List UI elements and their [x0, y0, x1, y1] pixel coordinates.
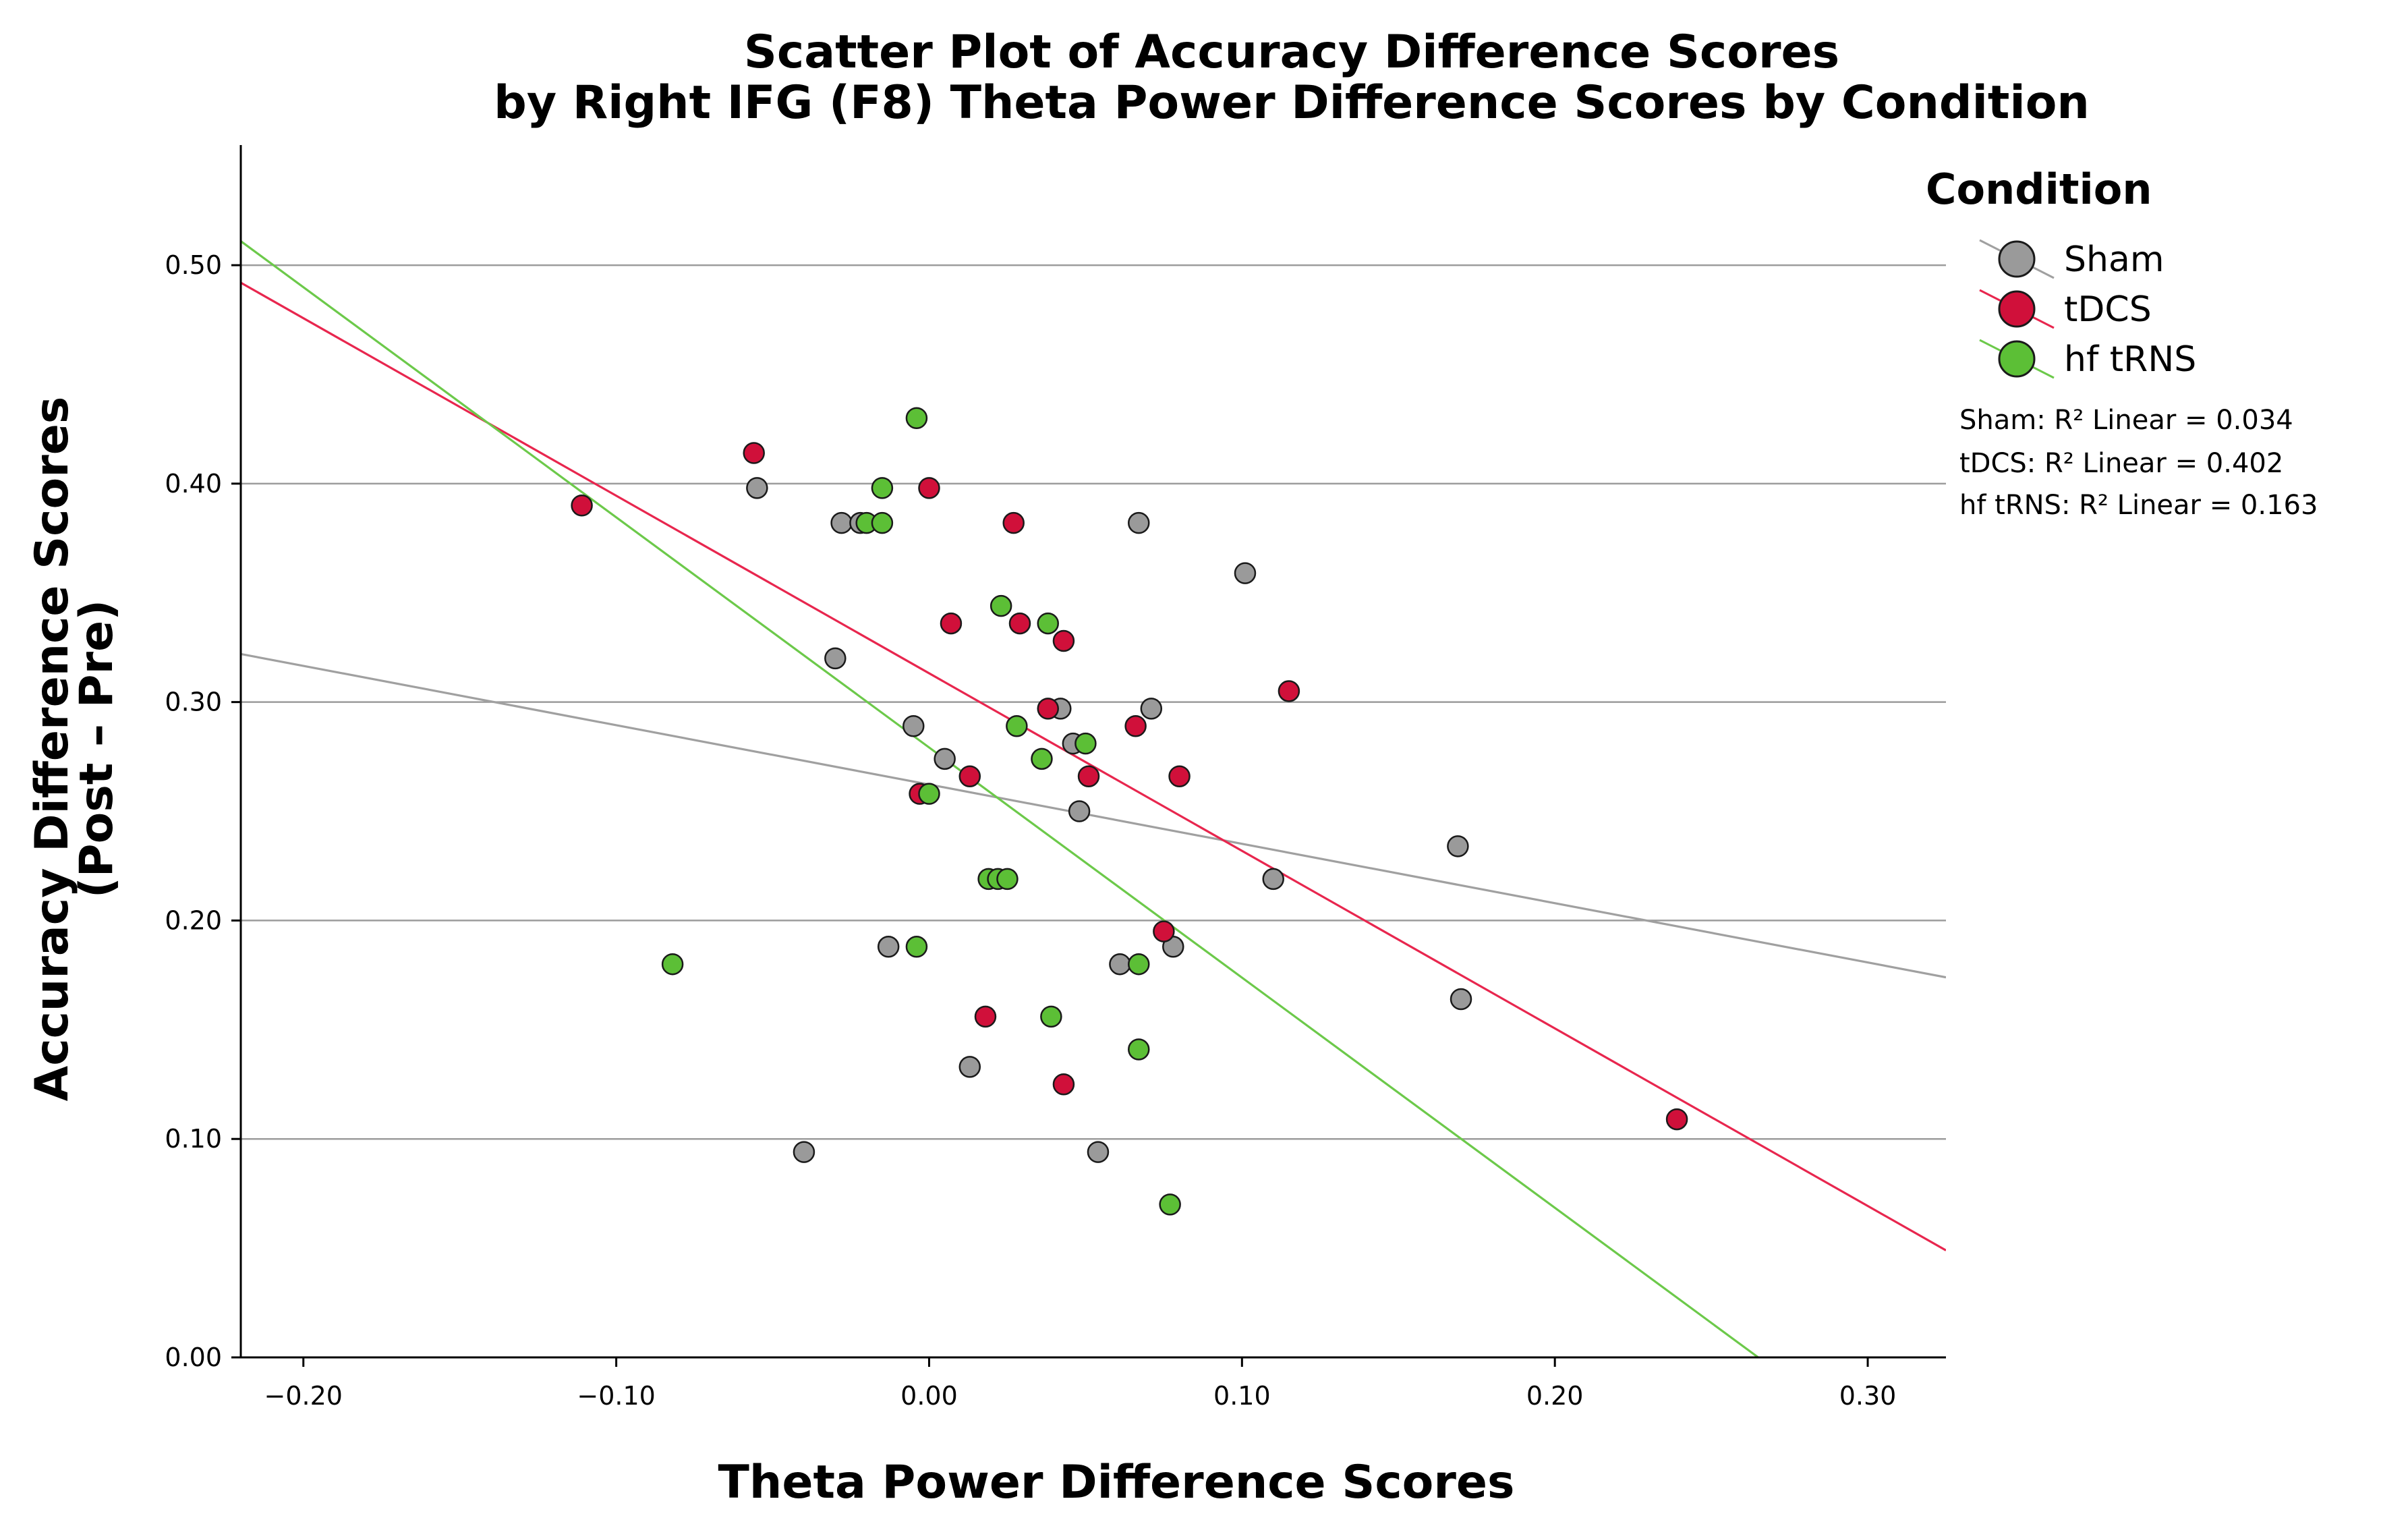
point-sham — [1234, 562, 1257, 584]
point-hf-trns — [1074, 732, 1097, 755]
y-tick-label: 0.30 — [165, 687, 222, 717]
point-sham — [793, 1141, 815, 1163]
point-tdcs — [571, 494, 593, 517]
y-tick-label: 0.50 — [165, 250, 222, 280]
point-tdcs — [918, 477, 940, 499]
y-tick-label: 0.40 — [165, 469, 222, 499]
data-points — [571, 407, 1688, 1216]
point-hf-trns — [1159, 1193, 1181, 1216]
x-tick-label: 0.00 — [900, 1381, 958, 1411]
point-tdcs — [1002, 511, 1025, 534]
point-tdcs — [974, 1005, 997, 1028]
legend-marker-hf-trns — [1998, 340, 2036, 378]
point-hf-trns — [871, 477, 894, 499]
x-tick-label: 0.30 — [1839, 1381, 1897, 1411]
point-hf-trns — [996, 868, 1019, 891]
point-hf-trns — [918, 783, 940, 805]
point-sham — [877, 936, 900, 958]
point-tdcs — [958, 765, 981, 787]
point-tdcs — [1278, 680, 1300, 702]
gridlines — [241, 264, 1946, 1140]
fit-line-sham — [241, 652, 1946, 979]
point-tdcs — [1052, 1073, 1075, 1096]
point-tdcs — [1052, 629, 1075, 652]
y-tick-label: 0.10 — [165, 1124, 222, 1154]
point-sham — [1068, 800, 1091, 822]
r2-label: hf tRNS: R² Linear = 0.163 — [1959, 490, 2318, 521]
legend-label-hf-trns: hf tRNS — [2064, 339, 2196, 380]
point-sham — [934, 748, 956, 770]
point-sham — [830, 511, 853, 534]
point-sham — [902, 715, 925, 737]
point-hf-trns — [661, 953, 684, 976]
fit-lines — [241, 240, 1946, 1357]
point-hf-trns — [1128, 953, 1150, 976]
y-axis-label-line-1: Accuracy Difference Scores — [26, 397, 79, 1102]
legend-title: Condition — [1926, 165, 2152, 214]
point-tdcs — [743, 442, 765, 464]
tick-labels: −0.20 −0.10 0.00 0.10 0.20 0.30 0.00 0.10 0.20 0.… — [165, 250, 1896, 1411]
axes — [239, 145, 1946, 1359]
x-tick-label: −0.10 — [577, 1381, 655, 1411]
chart-title-line-2: by Right IFG (F8) Theta Power Difference… — [494, 76, 2090, 130]
point-hf-trns — [990, 594, 1012, 617]
point-sham — [1450, 988, 1472, 1011]
point-sham — [1087, 1141, 1110, 1163]
r2-label: Sham: R² Linear = 0.034 — [1959, 405, 2293, 436]
point-hf-trns — [1037, 612, 1059, 635]
legend-label-sham: Sham — [2064, 239, 2164, 280]
point-hf-trns — [1040, 1005, 1062, 1028]
point-hf-trns — [1006, 715, 1028, 737]
x-tick-label: 0.10 — [1213, 1381, 1271, 1411]
point-sham — [1140, 698, 1163, 720]
x-axis-label: Theta Power Difference Scores — [718, 1456, 1515, 1509]
legend-marker-tdcs — [1998, 290, 2036, 328]
point-tdcs — [1168, 765, 1191, 787]
chart-title: Scatter Plot of Accuracy Difference Scor… — [494, 26, 2090, 130]
fit-line-hf-trns — [241, 240, 1759, 1357]
point-hf-trns — [1031, 748, 1053, 770]
point-hf-trns — [1128, 1038, 1150, 1061]
point-tdcs — [1037, 698, 1059, 720]
point-sham — [1447, 835, 1469, 857]
r2-label: tDCS: R² Linear = 0.402 — [1959, 448, 2283, 479]
point-sham — [958, 1056, 981, 1078]
point-sham — [824, 647, 847, 670]
point-tdcs — [1153, 920, 1175, 942]
y-axis-label: Accuracy Difference Scores (Post – Pre) — [26, 397, 123, 1102]
y-axis-label-line-2: (Post – Pre) — [70, 600, 123, 899]
chart-title-line-1: Scatter Plot of Accuracy Difference Scor… — [744, 26, 1839, 79]
point-hf-trns — [905, 936, 928, 958]
r2-labels: Sham: R² Linear = 0.034 tDCS: R² Linear =… — [1959, 405, 2318, 521]
point-tdcs — [1008, 612, 1031, 635]
point-sham — [1128, 511, 1150, 534]
point-sham — [1262, 868, 1284, 891]
legend: Condition Sham tDCS hf tRNS — [1926, 165, 2196, 380]
x-tick-label: −0.20 — [264, 1381, 343, 1411]
point-hf-trns — [905, 407, 928, 429]
legend-marker-sham — [1998, 240, 2036, 278]
point-sham — [746, 477, 768, 499]
point-tdcs — [1124, 715, 1147, 737]
point-tdcs — [1077, 765, 1100, 787]
point-tdcs — [1665, 1108, 1688, 1131]
legend-label-tdcs: tDCS — [2064, 289, 2152, 330]
point-hf-trns — [871, 511, 894, 534]
point-sham — [1109, 953, 1131, 976]
x-tick-label: 0.20 — [1526, 1381, 1584, 1411]
y-tick-label: 0.00 — [165, 1343, 222, 1372]
y-tick-label: 0.20 — [165, 905, 222, 935]
point-tdcs — [940, 612, 963, 635]
